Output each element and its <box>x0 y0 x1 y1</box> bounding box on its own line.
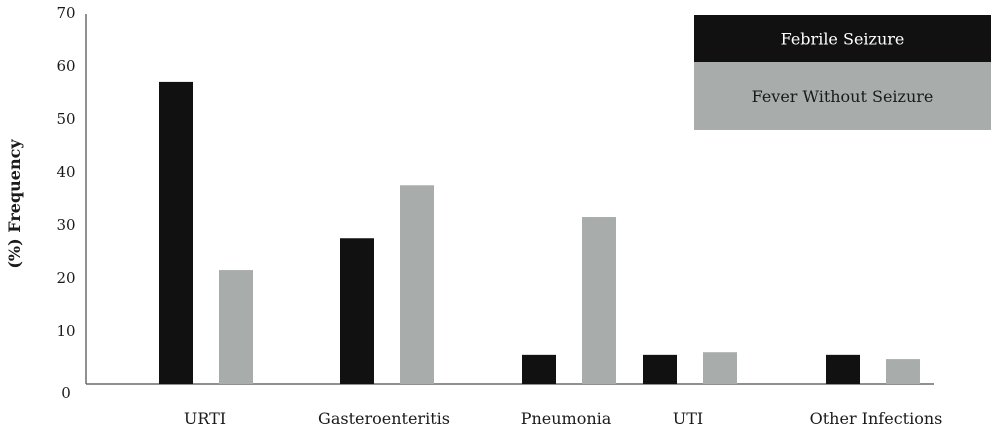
legend-label: Febrile Seizure <box>781 30 905 49</box>
bar-fever-without-seizure <box>400 185 434 384</box>
bar-fever-without-seizure <box>219 270 253 384</box>
legend: Febrile Seizure Fever Without Seizure <box>694 15 991 130</box>
bar-febrile-seizure <box>643 354 677 384</box>
bar-fever-without-seizure <box>582 217 616 384</box>
bar-febrile-seizure <box>159 81 193 385</box>
x-category-label: Pneumonia <box>521 409 612 428</box>
legend-swatch <box>694 15 991 62</box>
y-axis-title-group: (%) Frequency <box>5 139 24 269</box>
y-tick-label: 60 <box>56 57 75 75</box>
bar-fever-without-seizure <box>886 359 920 384</box>
legend-label: Fever Without Seizure <box>752 87 934 106</box>
y-tick-label: 10 <box>56 322 75 340</box>
x-category-label: Gasteroenteritis <box>318 409 450 428</box>
bar-febrile-seizure <box>340 238 374 384</box>
bar-febrile-seizure <box>826 354 860 384</box>
y-tick-label: 70 <box>56 4 75 22</box>
y-axis-title: (%) Frequency <box>5 139 24 269</box>
y-ticks: 0 10 20 30 40 50 60 70 <box>56 4 75 402</box>
x-labels: URTI Gasteroenteritis Pneumonia UTI Other In… <box>184 409 942 428</box>
y-tick-label: 0 <box>61 384 71 402</box>
bars <box>159 81 920 385</box>
y-tick-label: 40 <box>56 163 75 181</box>
x-category-label: URTI <box>184 409 226 428</box>
y-tick-label: 50 <box>56 110 75 128</box>
x-category-label: Other Infections <box>810 409 943 428</box>
bar-febrile-seizure <box>522 354 556 384</box>
y-tick-label: 20 <box>56 269 75 287</box>
x-category-label: UTI <box>673 409 703 428</box>
bar-fever-without-seizure <box>703 352 737 384</box>
legend-swatch <box>694 62 991 130</box>
y-tick-label: 30 <box>56 216 75 234</box>
